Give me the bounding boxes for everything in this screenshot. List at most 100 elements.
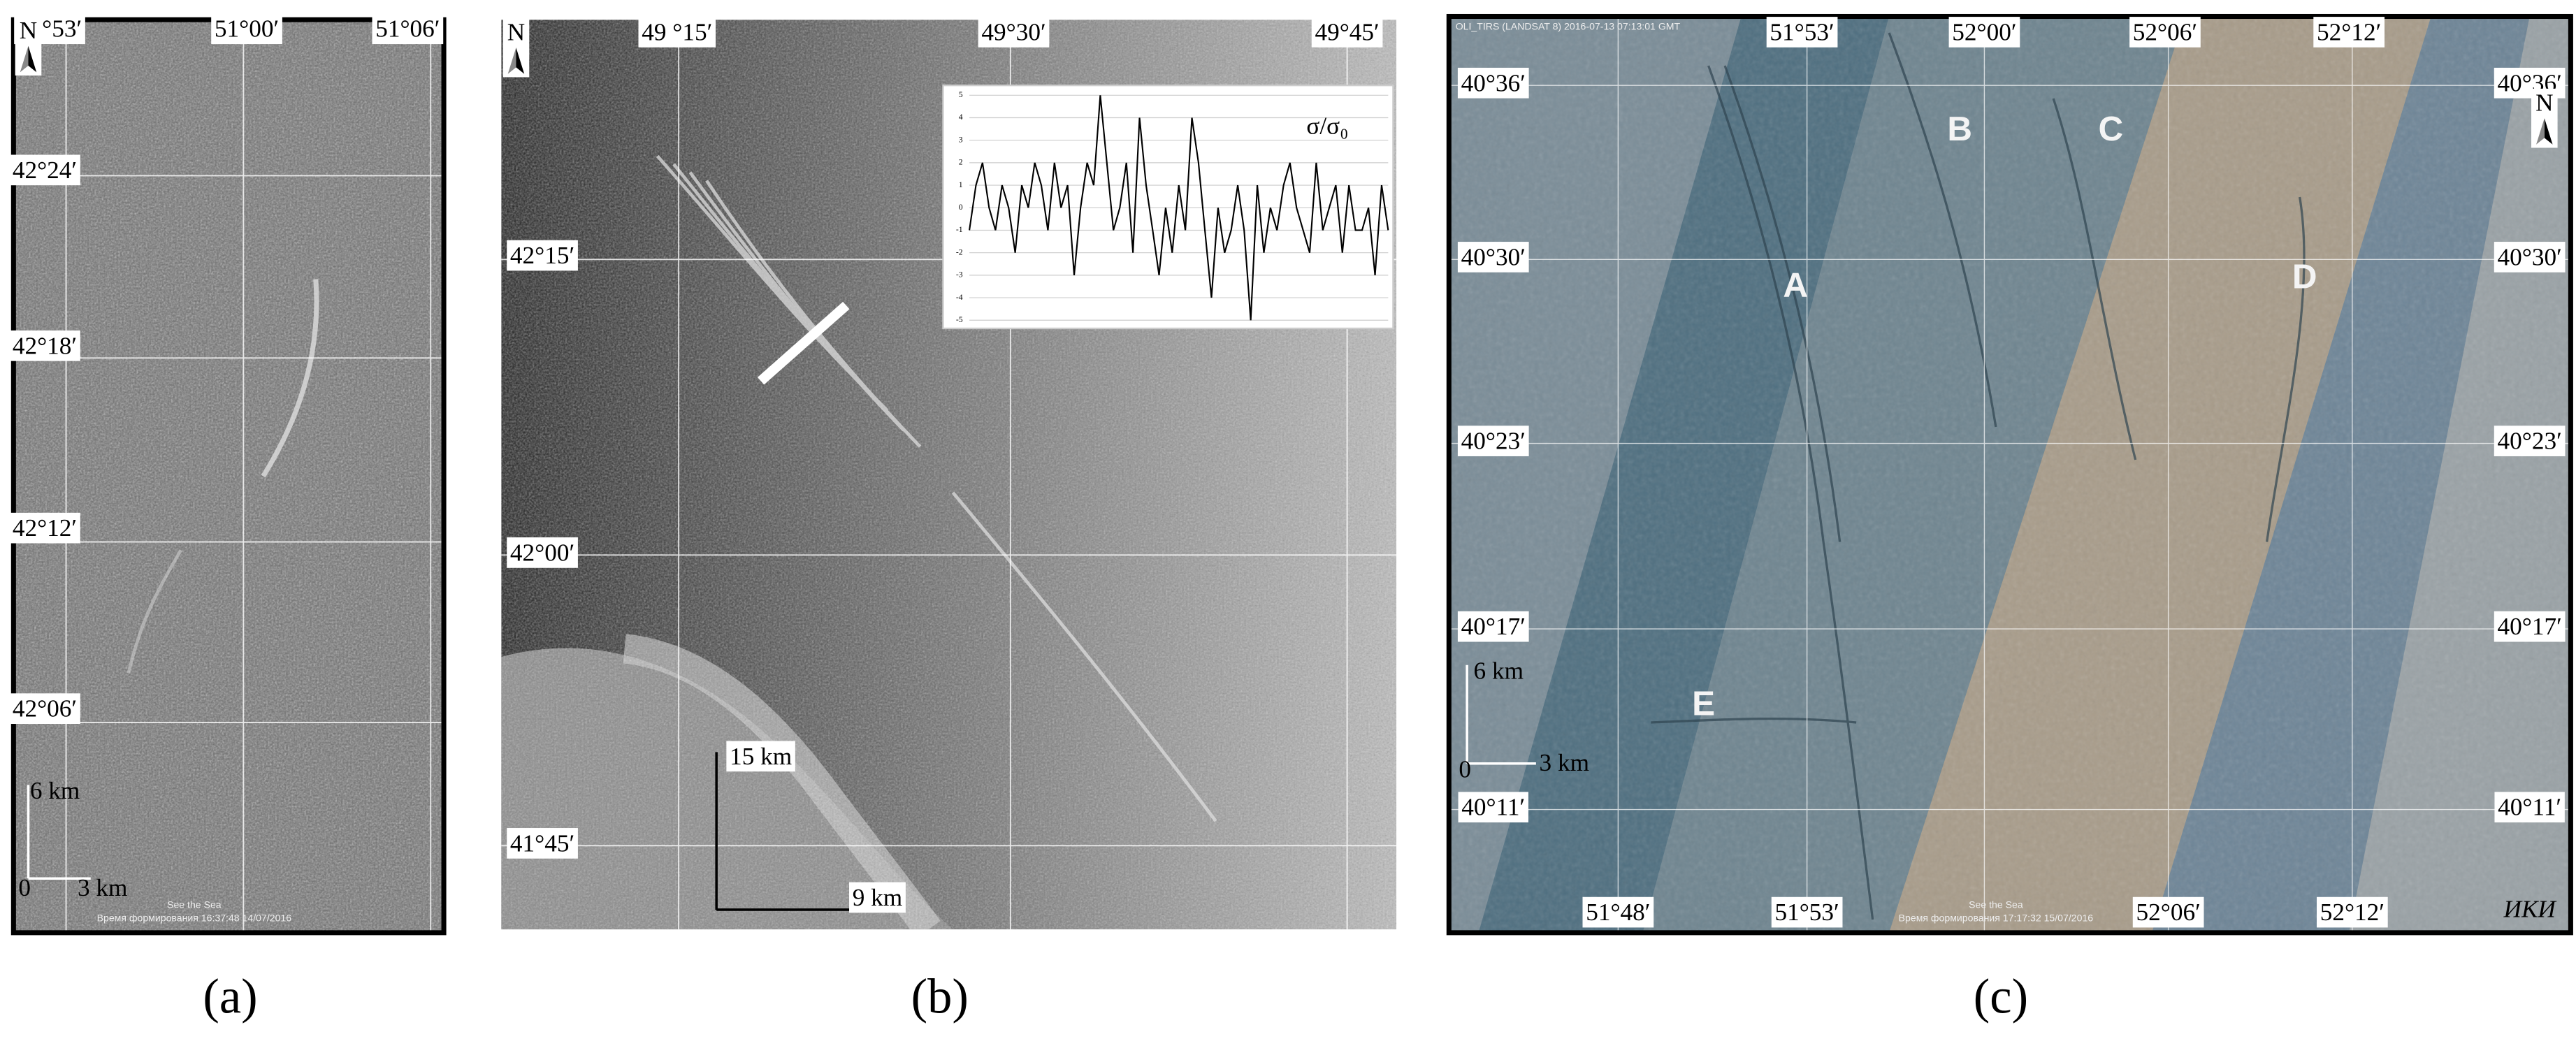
left-coordinate: 40°30′ xyxy=(1461,243,1526,270)
panel-b-image xyxy=(501,20,1397,930)
top-coordinate-group: 49°30′ xyxy=(978,17,1050,48)
scale-origin: 0 xyxy=(1459,756,1471,783)
inset-tick-label: 0 xyxy=(959,203,963,212)
left-coordinate: 42°00′ xyxy=(510,539,574,566)
panel-a-image xyxy=(13,20,444,933)
top-coordinate: 51°00′ xyxy=(215,15,279,43)
left-coordinate-group: 42°24′ xyxy=(9,154,80,186)
scale-horizontal: 3 km xyxy=(1540,749,1589,776)
timestamp: Время формирования 17:17:32 15/07/2016 xyxy=(1899,912,2094,923)
inset-tick-label: 5 xyxy=(959,90,963,99)
north-icon xyxy=(28,45,37,73)
left-coordinate-box xyxy=(9,330,80,361)
right-coordinate-box xyxy=(2494,242,2566,273)
left-coordinate-group: 42°00′ xyxy=(507,537,578,568)
top-coordinate-box xyxy=(1766,17,1838,48)
top-coordinate: 49°45′ xyxy=(1315,18,1379,45)
right-coordinate-box xyxy=(2494,611,2566,642)
scale-vertical-group: 15 km xyxy=(726,741,795,772)
bottom-coordinate-group: 52°06′ xyxy=(2132,896,2204,928)
right-coordinate-box xyxy=(2494,426,2566,456)
top-coordinate-group: 51°00′ xyxy=(211,13,282,45)
timestamp: Время формирования 16:37:48 14/07/2016 xyxy=(97,912,292,923)
left-coordinate-group: 40°36′ xyxy=(1457,67,1529,99)
bottom-coordinate: 51°48′ xyxy=(1586,899,1650,926)
left-coordinate-group: 40°11′ xyxy=(1458,792,1528,823)
inset-tick-label: -4 xyxy=(956,293,963,302)
left-coordinate-group: 42°06′ xyxy=(9,693,80,725)
top-coordinate-box xyxy=(638,17,716,48)
panel-caption: (c) xyxy=(1974,970,2028,1024)
top-coordinate-group: 52°12′ xyxy=(2313,17,2385,48)
inset-tick-label: -5 xyxy=(956,315,963,324)
bottom-coordinate-group: 51°48′ xyxy=(1582,896,1654,928)
bottom-coordinate: 51°53′ xyxy=(1774,899,1839,926)
north-arrow: N xyxy=(15,16,42,76)
inset-label: σ/σ₀ xyxy=(1306,112,1348,139)
right-coordinate-group: 40°17′ xyxy=(2494,611,2566,642)
bottom-coordinate: 52°06′ xyxy=(2136,899,2200,926)
top-coordinate-box xyxy=(1948,17,2020,48)
left-coordinate-box xyxy=(507,828,578,859)
panel-c-image xyxy=(1449,16,2571,933)
top-coordinate: 51°53′ xyxy=(1770,18,1834,45)
north-icon xyxy=(507,48,516,74)
right-coordinate-box xyxy=(2494,792,2565,823)
left-coordinate-group: 41°45′ xyxy=(507,828,578,859)
top-coordinate-group: 52°06′ xyxy=(2129,17,2201,48)
footer: See the Sea xyxy=(167,899,222,910)
left-coordinate-box xyxy=(1458,792,1528,823)
inset-tick-label: -3 xyxy=(956,270,963,279)
inset-tick-label: -2 xyxy=(956,247,963,256)
left-coordinate-box xyxy=(9,512,80,544)
right-coordinate-group: 40°30′ xyxy=(2494,242,2566,273)
top-coordinate-box xyxy=(1311,17,1383,48)
right-coordinate-group: 40°23′ xyxy=(2494,426,2566,456)
bottom-coordinate-box xyxy=(2132,896,2204,928)
scale-vertical-box xyxy=(726,741,795,772)
bottom-coordinate-group: 52°12′ xyxy=(2316,896,2388,928)
left-coordinate-box xyxy=(507,537,578,568)
left-coordinate-group: 40°17′ xyxy=(1457,611,1529,642)
left-coordinate: 42°12′ xyxy=(13,514,77,542)
bottom-coordinate-box xyxy=(1582,896,1654,928)
north-letter: N xyxy=(2535,89,2553,116)
north-arrow: N xyxy=(502,17,530,78)
top-coordinate-box xyxy=(211,13,282,45)
top-coordinate-box xyxy=(372,13,444,45)
north-letter: N xyxy=(20,17,37,44)
left-coordinate: 41°45′ xyxy=(510,829,574,857)
scale-horizontal-group: 9 km xyxy=(849,882,906,913)
right-coordinate-group: 40°11′ xyxy=(2494,792,2565,823)
top-coordinate-group: 49°45′ xyxy=(1311,17,1383,48)
left-coordinate-group: 40°30′ xyxy=(1457,242,1529,273)
right-coordinate: 40°30′ xyxy=(2498,243,2562,270)
inset-tick-label: 3 xyxy=(959,135,963,144)
bottom-coordinate-box xyxy=(1771,896,1843,928)
feature-letter: A xyxy=(1783,266,1808,304)
right-coordinate: 40°23′ xyxy=(2498,428,2562,455)
top-coordinate: 49°30′ xyxy=(981,18,1045,45)
left-coordinate-group: 42°12′ xyxy=(9,512,80,544)
scale-horizontal: 3 km xyxy=(78,874,127,901)
left-coordinate: 40°17′ xyxy=(1461,613,1526,640)
top-coordinate-group: 49 °15′ xyxy=(638,17,716,48)
feature-letter: B xyxy=(1947,110,1972,148)
left-coordinate-group: 42°18′ xyxy=(9,330,80,361)
left-coordinate-box xyxy=(507,240,578,271)
top-coordinate-group: 52°00′ xyxy=(1948,17,2020,48)
top-coordinate-box xyxy=(2313,17,2385,48)
north-arrow: N xyxy=(2531,88,2558,148)
left-coordinate-group: 40°23′ xyxy=(1457,426,1529,456)
left-coordinate-box xyxy=(9,693,80,725)
feature-letter: E xyxy=(1692,685,1715,723)
left-coordinate-box xyxy=(1457,611,1529,642)
top-coordinate: 52°06′ xyxy=(2133,18,2197,45)
north-letter: N xyxy=(507,18,525,45)
panel-c-frame xyxy=(1446,13,2573,936)
inset-tick-label: 2 xyxy=(959,158,963,167)
left-coordinate: 40°23′ xyxy=(1461,428,1526,455)
left-coordinate: 42°06′ xyxy=(13,695,77,722)
